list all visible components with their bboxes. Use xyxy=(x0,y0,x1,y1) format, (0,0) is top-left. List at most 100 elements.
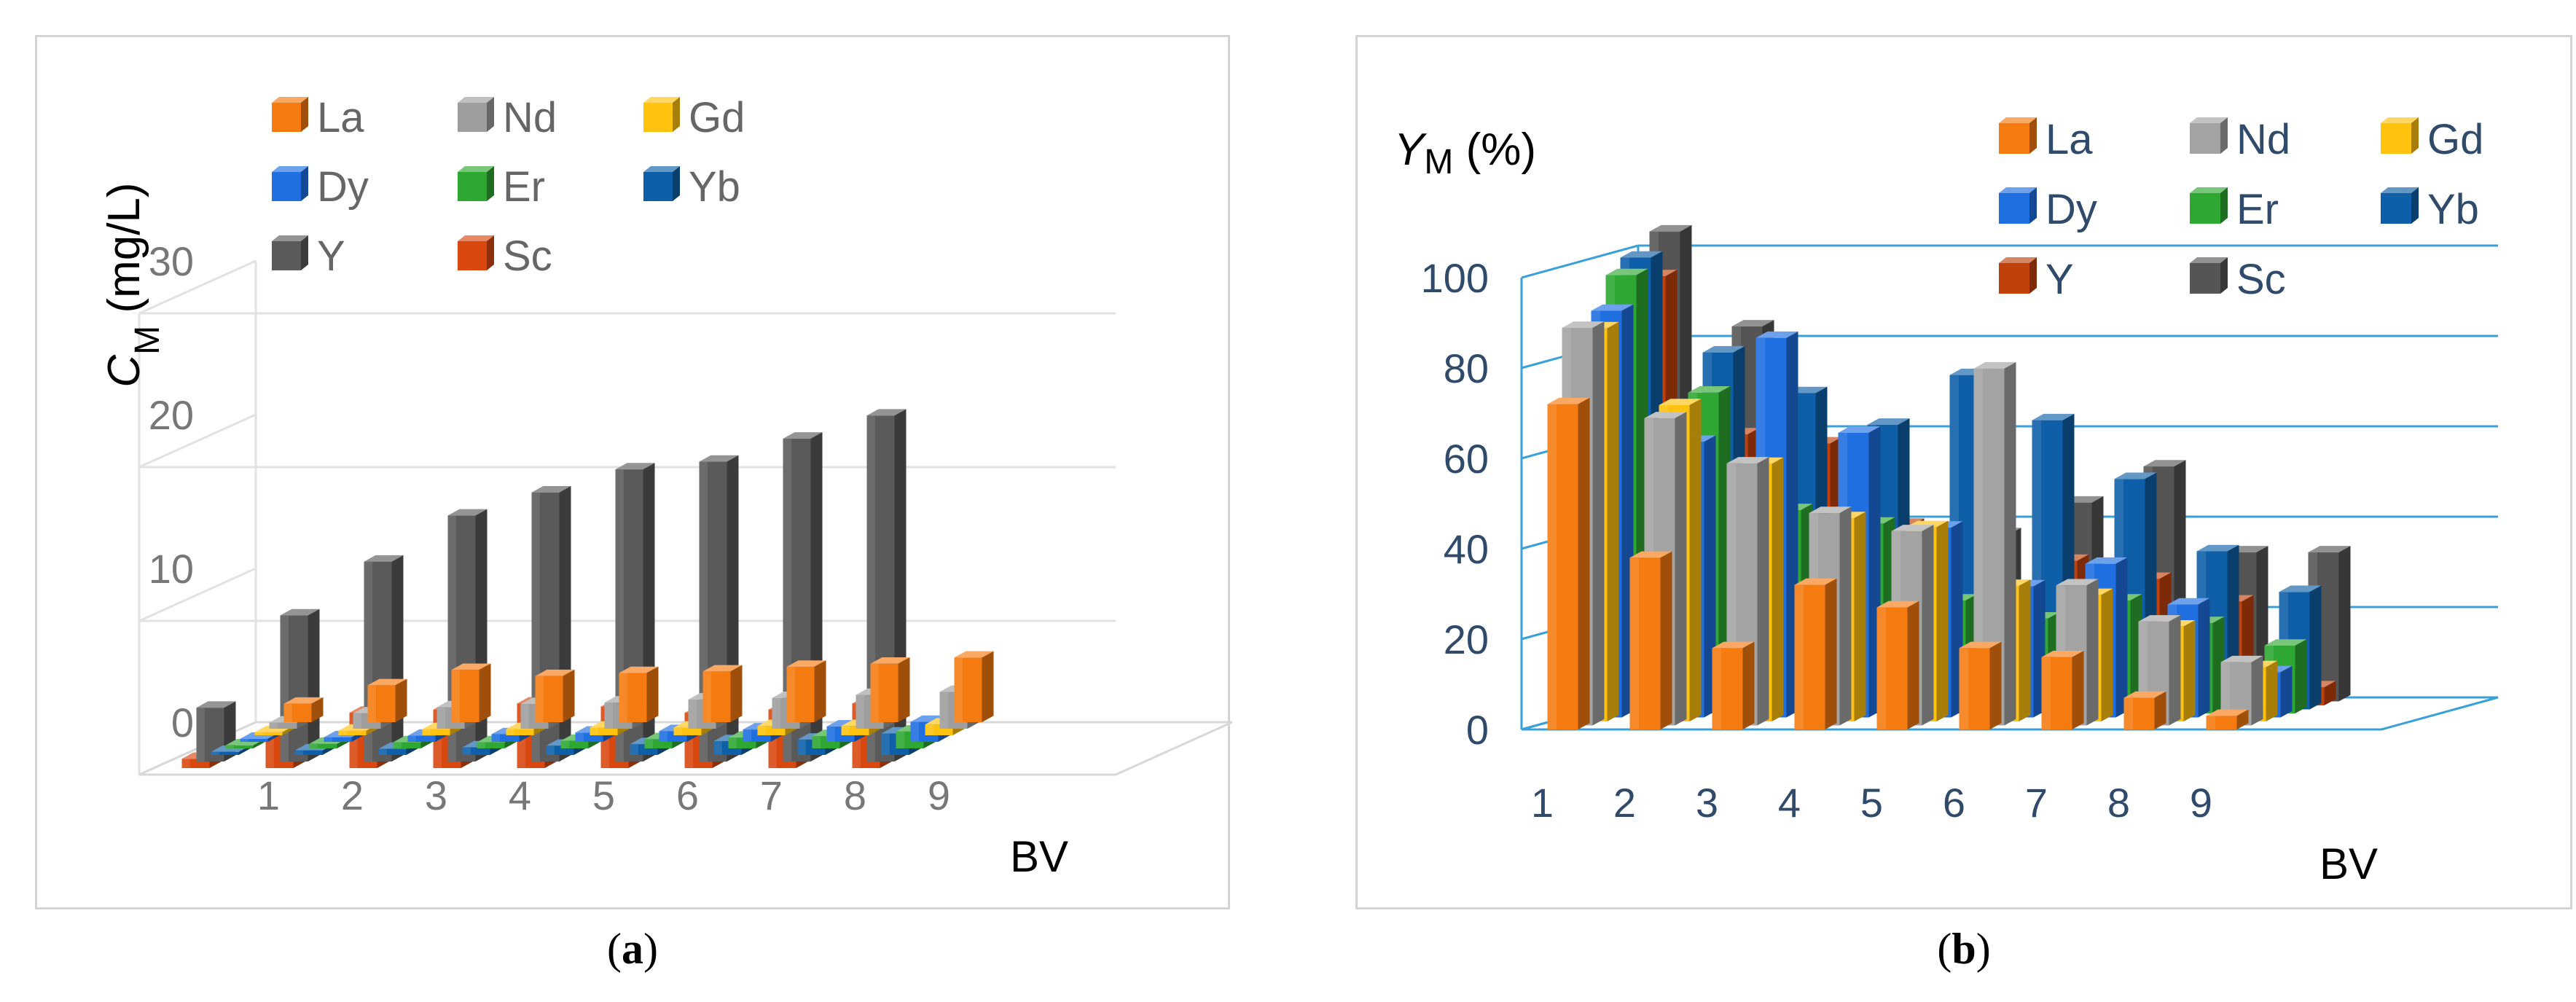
bar-highlight xyxy=(181,759,190,768)
bar-front xyxy=(225,745,254,748)
bar-side xyxy=(308,608,320,762)
legend-swatch-side xyxy=(487,235,494,270)
legend-swatch xyxy=(2381,123,2411,154)
legend-swatch-top xyxy=(2190,117,2228,123)
bar-la-bv2 xyxy=(367,678,407,722)
bar-la-bv7 xyxy=(2041,651,2084,729)
bar-top xyxy=(2138,615,2181,622)
bar-highlight xyxy=(491,734,500,742)
bar-front xyxy=(254,732,283,735)
bar-side xyxy=(1592,321,1605,726)
bar-highlight xyxy=(1973,368,1984,726)
bar-la-bv5 xyxy=(1876,600,1919,729)
x-tick-label: 5 xyxy=(1860,780,1883,826)
bar-side xyxy=(1578,397,1590,729)
bar-highlight xyxy=(535,676,544,722)
legend-swatch-top xyxy=(458,166,494,172)
caption-a-letter: a xyxy=(622,925,643,973)
legend-label: Sc xyxy=(2236,256,2286,303)
bar-highlight xyxy=(240,738,248,742)
legend-swatch-top xyxy=(458,97,494,103)
bar-top xyxy=(2032,413,2075,420)
bar-top xyxy=(1712,641,1755,649)
bar-la-bv5 xyxy=(619,666,659,722)
legend-swatch-side xyxy=(2220,117,2228,154)
bar-side xyxy=(1607,321,1619,721)
bar-highlight xyxy=(422,729,431,735)
legend-item-gd: Gd xyxy=(2381,116,2483,163)
bar-la-bv9 xyxy=(954,651,994,722)
bar-highlight xyxy=(436,707,445,729)
gridline-side xyxy=(138,259,257,315)
chart-panel-b: 0 20 40 60 80 100 1 2 3 4 5 6 7 8 9 BV YM (%) La Nd Gd Dy Er Y… xyxy=(1355,35,2572,909)
bar-highlight xyxy=(910,721,919,742)
bar-side xyxy=(730,665,743,722)
legend-label: Er xyxy=(503,163,545,211)
bar-front xyxy=(506,729,534,735)
bar-highlight xyxy=(728,737,737,748)
x-tick-label: 1 xyxy=(257,772,280,818)
legend-swatch-side xyxy=(673,97,680,132)
bar-front xyxy=(338,730,367,735)
legend-swatch-side xyxy=(2029,187,2037,224)
bar-top xyxy=(783,432,823,439)
x-tick-label: 6 xyxy=(1943,780,1965,826)
legend-item-nd: Nd xyxy=(458,94,557,141)
legend-label: Yb xyxy=(689,163,740,211)
bar-top xyxy=(1562,321,1605,328)
legend-label: Dy xyxy=(2045,186,2097,233)
bar-side xyxy=(1989,641,2002,729)
x-tick-label: 4 xyxy=(1778,780,1801,826)
bar-highlight xyxy=(309,743,318,748)
y-tick-label: 40 xyxy=(1444,526,1489,572)
bar-top xyxy=(1605,268,1648,275)
bar-highlight xyxy=(324,737,332,742)
bar-highlight xyxy=(590,727,598,735)
legend-item-er: Er xyxy=(2190,186,2279,233)
bar-top xyxy=(1547,397,1590,404)
bar-top xyxy=(447,509,488,516)
caption-a-open: ( xyxy=(607,925,622,973)
x-tick-label: 7 xyxy=(760,772,783,818)
x-tick-label: 9 xyxy=(928,772,950,818)
legend-item-nd: Nd xyxy=(2190,116,2290,163)
legend-item-y: Y xyxy=(272,232,345,280)
bar-la-bv6 xyxy=(702,665,743,722)
y-tick-label: 0 xyxy=(171,700,194,745)
bar-top xyxy=(2264,639,2307,646)
caption-b: (b) xyxy=(1855,924,2073,974)
x-tick-label: 3 xyxy=(1696,780,1718,826)
bar-side xyxy=(1839,506,1852,726)
bar-front xyxy=(422,729,450,735)
bar-side xyxy=(2236,709,2249,729)
bar-front xyxy=(324,737,352,742)
bar-highlight xyxy=(925,724,933,735)
legend-label: Gd xyxy=(689,94,745,141)
bar-side xyxy=(2019,579,2031,721)
bar-la-bv7 xyxy=(786,660,826,722)
y-axis-title-sub: M xyxy=(1424,143,1453,181)
legend-item-gd: Gd xyxy=(643,94,745,141)
bar-highlight xyxy=(2041,657,2051,729)
caption-b-close: ) xyxy=(1976,925,1991,973)
x-tick-label: 8 xyxy=(2107,780,2130,826)
bar-side xyxy=(2266,660,2278,721)
bar-side xyxy=(2251,655,2263,726)
bar-highlight xyxy=(2123,697,2134,729)
legend-swatch xyxy=(272,172,301,201)
bar-top xyxy=(2085,557,2128,564)
y-tick-label: 20 xyxy=(149,392,194,438)
legend-swatch-side xyxy=(2411,187,2419,224)
legend-label: La xyxy=(317,94,364,141)
bar-highlight xyxy=(393,742,402,748)
legend: La Nd Gd Dy Er Yb Y Sc xyxy=(272,94,745,280)
bar-highlight xyxy=(1794,584,1804,729)
bar-top xyxy=(1702,345,1745,353)
bar-side xyxy=(814,660,826,722)
bar-side xyxy=(646,666,659,722)
legend-swatch-side xyxy=(673,166,680,201)
bar-top xyxy=(2196,544,2239,552)
bar-highlight xyxy=(1547,404,1557,729)
bars xyxy=(181,409,994,768)
bar-highlight xyxy=(713,741,722,755)
